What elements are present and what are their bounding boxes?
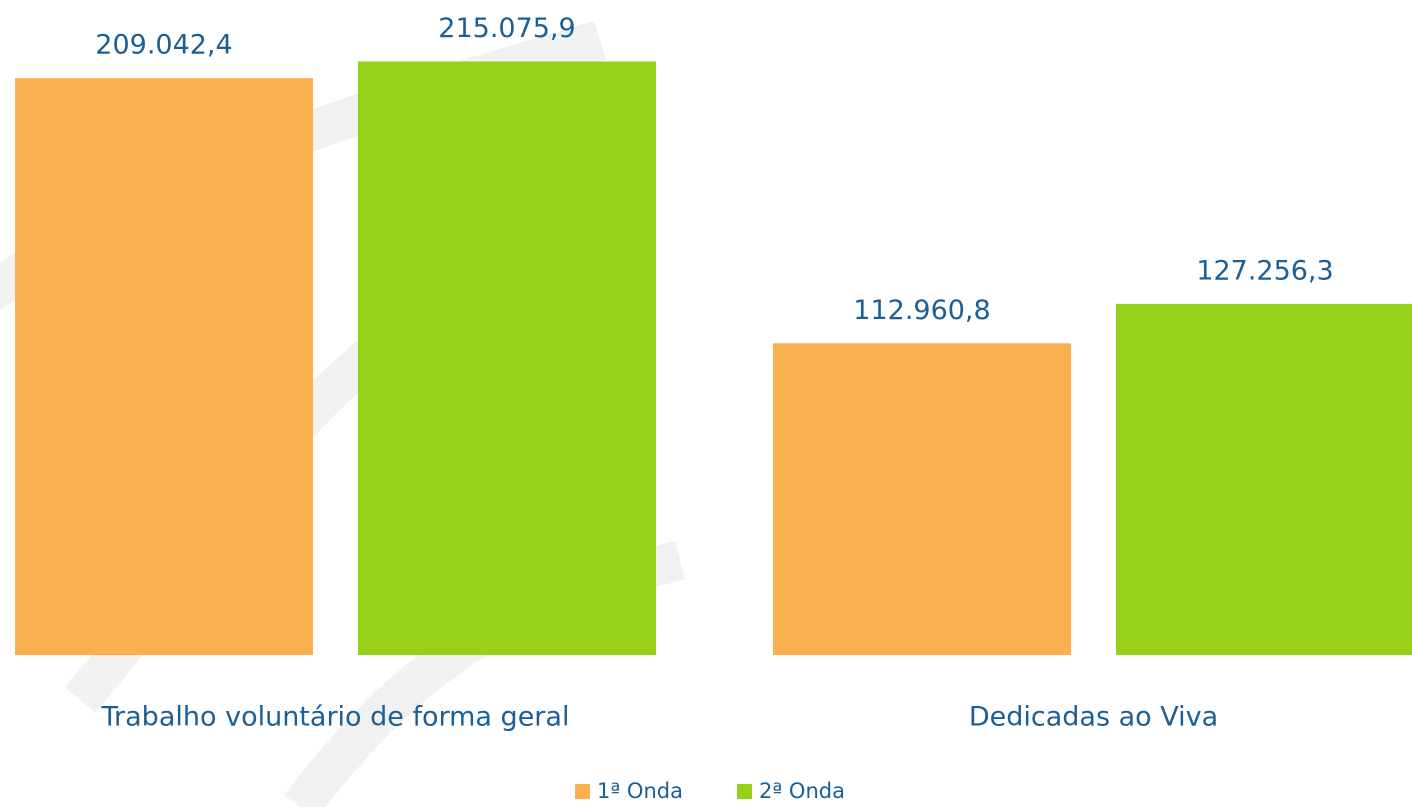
bar: [15, 78, 313, 655]
legend-label: 2ª Onda: [759, 779, 845, 803]
value-label: 127.256,3: [1196, 255, 1333, 286]
value-label: 112.960,8: [853, 295, 990, 326]
value-label: 209.042,4: [95, 30, 232, 61]
legend-swatch: [575, 784, 590, 799]
category-label: Dedicadas ao Viva: [969, 702, 1218, 733]
bar: [358, 61, 656, 655]
legend-swatch: [737, 784, 752, 799]
bar: [773, 343, 1071, 655]
legend-label: 1ª Onda: [597, 779, 683, 803]
value-label: 215.075,9: [438, 13, 575, 44]
bar: [1116, 303, 1412, 655]
category-label: Trabalho voluntário de forma geral: [101, 702, 570, 733]
